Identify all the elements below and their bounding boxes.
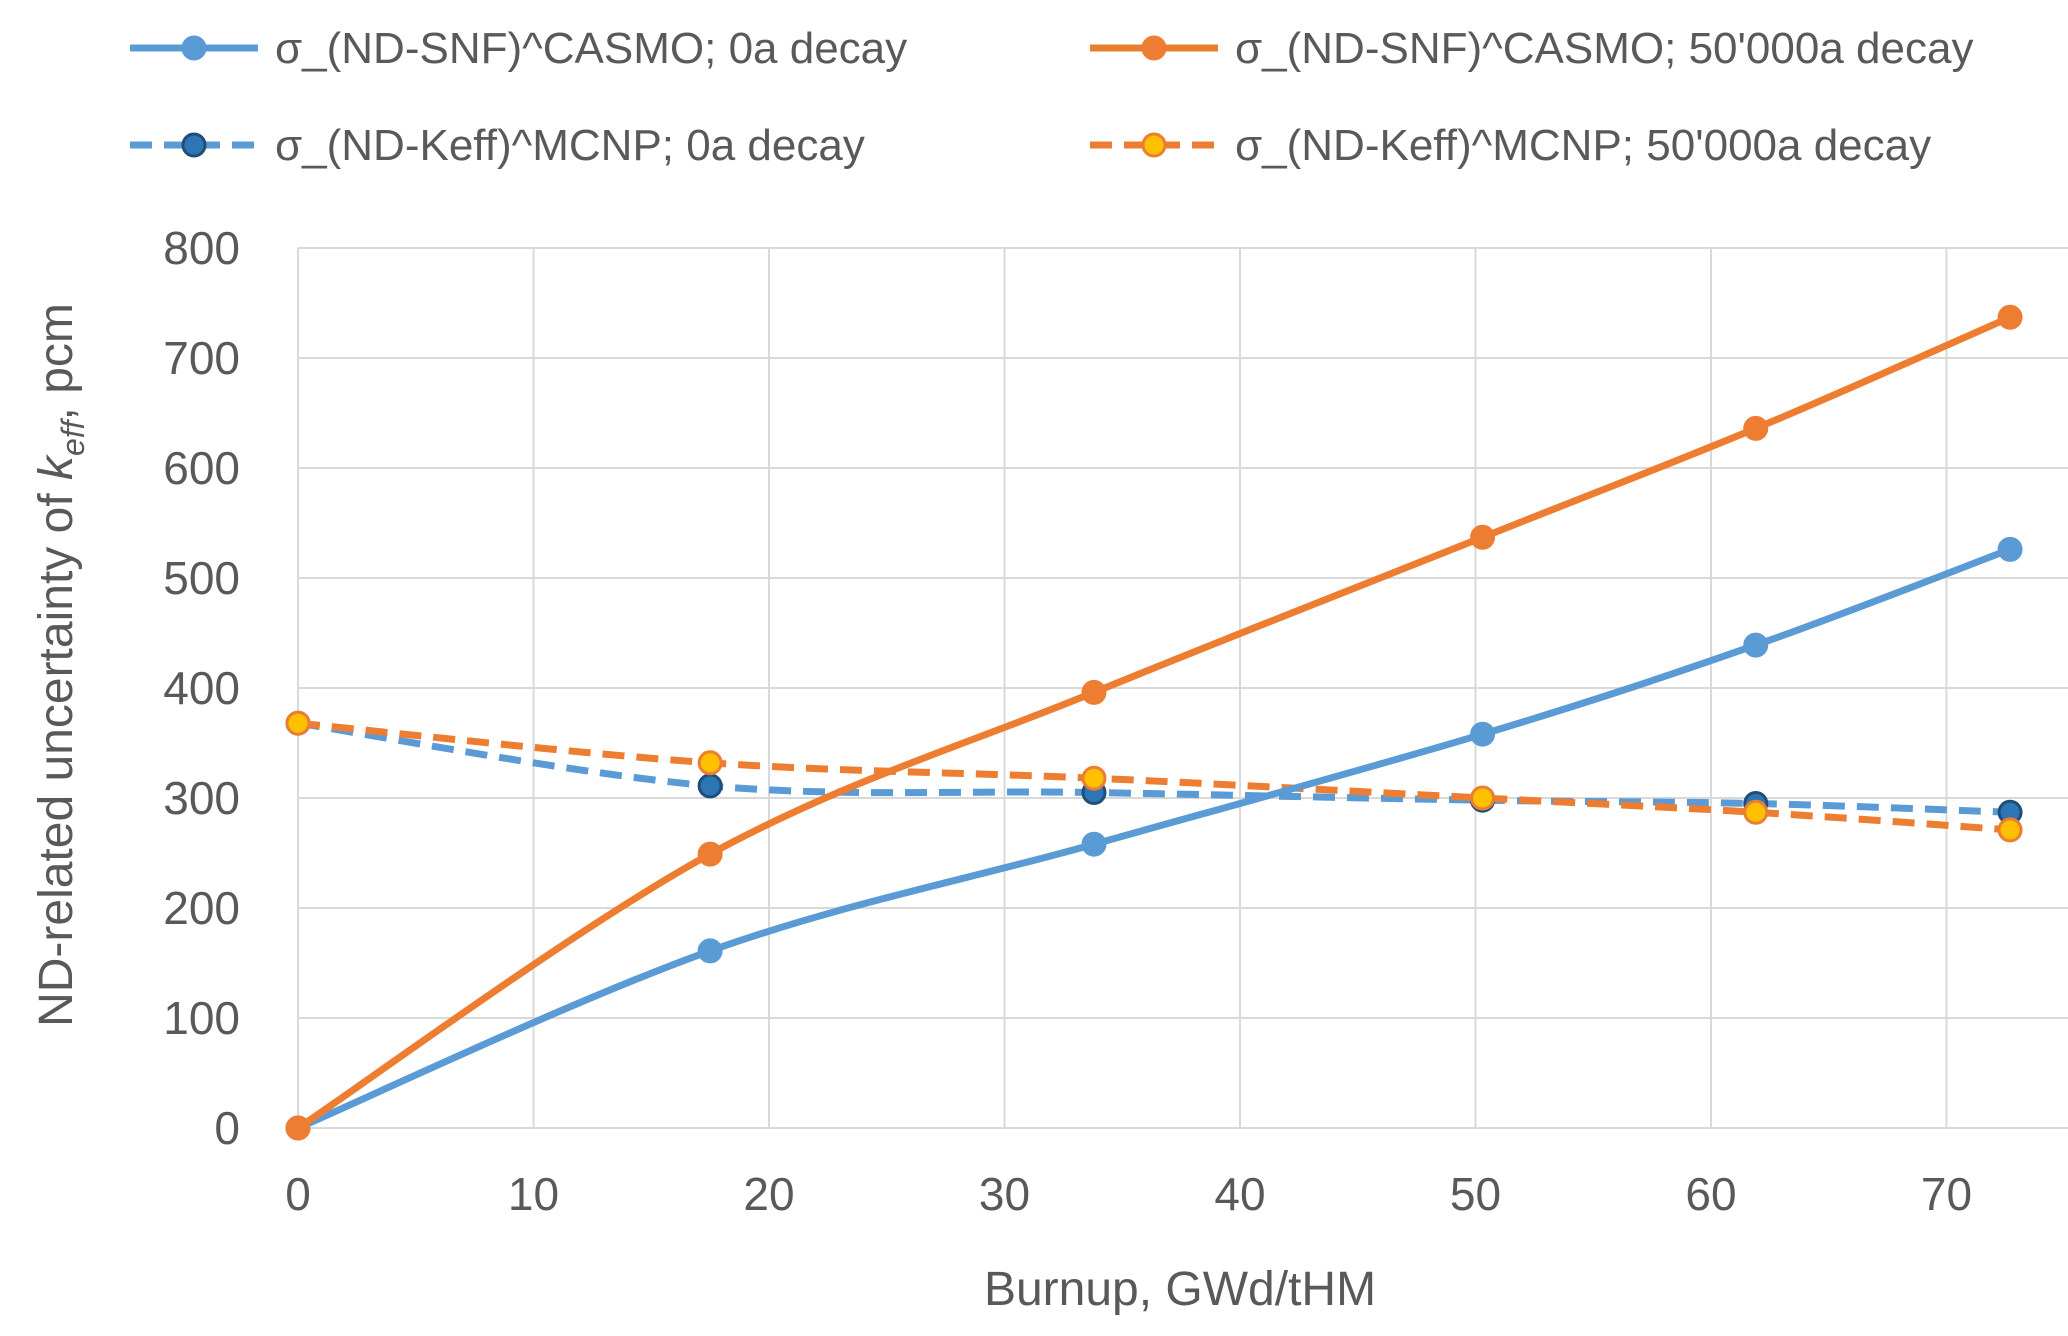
x-tick-label: 20 xyxy=(743,1168,794,1220)
series-line-3 xyxy=(297,719,2011,834)
x-tick-label: 70 xyxy=(1921,1168,1972,1220)
data-point xyxy=(697,750,723,776)
x-tick-label: 30 xyxy=(979,1168,1030,1220)
legend-item: σ_(ND-Keff)^MCNP; 50'000a decay xyxy=(1090,121,1931,170)
y-axis-title: ND-related uncertainty of keff, pcm xyxy=(30,303,91,1027)
y-axis-title-suffix: , pcm xyxy=(30,303,83,420)
data-point xyxy=(1470,785,1496,811)
data-point xyxy=(1081,765,1107,791)
data-point xyxy=(1081,679,1107,705)
data-point xyxy=(697,841,723,867)
y-tick-label: 200 xyxy=(163,882,240,934)
y-tick-label: 400 xyxy=(163,662,240,714)
data-point xyxy=(285,710,311,736)
data-point xyxy=(1997,817,2023,843)
legend-label: σ_(ND-SNF)^CASMO; 50'000a decay xyxy=(1235,24,1973,73)
y-tick-label: 100 xyxy=(163,992,240,1044)
data-point xyxy=(1743,415,1769,441)
y-tick-label: 700 xyxy=(163,332,240,384)
y-tick-label: 600 xyxy=(163,442,240,494)
legend-swatch-marker xyxy=(1141,35,1167,61)
tick-labels: 0 100 200 300 400 500 600 700 800 0 10 20 30 40 50 60 70 xyxy=(163,222,1972,1220)
data-point xyxy=(1470,524,1496,550)
data-point xyxy=(1081,831,1107,857)
legend-swatch-marker xyxy=(181,35,207,61)
y-tick-label: 0 xyxy=(214,1102,240,1154)
data-point xyxy=(697,938,723,964)
x-tick-label: 0 xyxy=(285,1168,311,1220)
series-group xyxy=(285,304,2023,1141)
legend-label: σ_(ND-SNF)^CASMO; 0a decay xyxy=(275,24,907,73)
legend-item: σ_(ND-SNF)^CASMO; 50'000a decay xyxy=(1090,24,1973,73)
x-axis-title: Burnup, GWd/tHM xyxy=(984,1263,1376,1316)
data-point xyxy=(1743,632,1769,658)
data-point xyxy=(285,1115,311,1141)
y-tick-label: 800 xyxy=(163,222,240,274)
data-point xyxy=(1470,721,1496,747)
x-tick-label: 60 xyxy=(1685,1168,1736,1220)
legend-item: σ_(ND-SNF)^CASMO; 0a decay xyxy=(130,24,907,73)
legend-swatch-marker xyxy=(181,132,207,158)
y-tick-label: 300 xyxy=(163,772,240,824)
legend-item: σ_(ND-Keff)^MCNP; 0a decay xyxy=(130,121,865,170)
grid-lines xyxy=(297,247,2068,1129)
y-axis-title-subscript: eff xyxy=(55,417,91,456)
y-axis-title-variable: k xyxy=(30,453,83,480)
y-tick-label: 500 xyxy=(163,552,240,604)
legend-label: σ_(ND-Keff)^MCNP; 0a decay xyxy=(275,121,865,170)
x-tick-label: 40 xyxy=(1214,1168,1265,1220)
legend-swatch-marker xyxy=(1141,132,1167,158)
x-tick-label: 10 xyxy=(508,1168,559,1220)
data-point xyxy=(697,773,723,799)
data-point xyxy=(1743,799,1769,825)
data-point xyxy=(1997,536,2023,562)
legend-label: σ_(ND-Keff)^MCNP; 50'000a decay xyxy=(1235,121,1931,170)
legend: σ_(ND-SNF)^CASMO; 0a decay σ_(ND-SNF)^CAS… xyxy=(130,24,1973,170)
data-point xyxy=(1997,304,2023,330)
y-axis-title-prefix: ND-related uncertainty of xyxy=(30,480,83,1027)
x-tick-label: 50 xyxy=(1450,1168,1501,1220)
